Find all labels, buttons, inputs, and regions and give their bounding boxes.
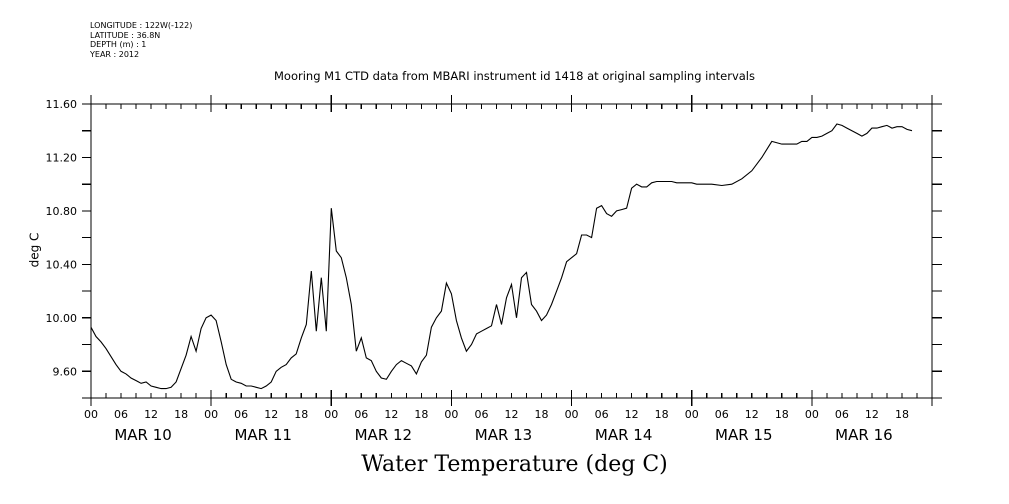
x-hour-label: 00 bbox=[444, 408, 458, 421]
x-hour-label: 06 bbox=[595, 408, 609, 421]
x-hour-label: 12 bbox=[384, 408, 398, 421]
meta-latitude: LATITUDE : 36.8N bbox=[90, 30, 161, 40]
x-hour-label: 18 bbox=[535, 408, 549, 421]
x-hour-label: 00 bbox=[805, 408, 819, 421]
x-hour-label: 12 bbox=[625, 408, 639, 421]
x-hour-label: 18 bbox=[775, 408, 789, 421]
y-tick-label: 11.60 bbox=[46, 98, 78, 111]
x-hour-label: 12 bbox=[264, 408, 278, 421]
x-hour-label: 00 bbox=[204, 408, 218, 421]
x-hour-label: 18 bbox=[414, 408, 428, 421]
x-hour-label: 18 bbox=[655, 408, 669, 421]
x-hour-label: 12 bbox=[144, 408, 158, 421]
x-hour-label: 06 bbox=[835, 408, 849, 421]
x-day-label: MAR 12 bbox=[355, 426, 412, 444]
axes-group bbox=[90, 103, 933, 399]
chart-title: Mooring M1 CTD data from MBARI instrumen… bbox=[274, 69, 755, 83]
x-day-label: MAR 13 bbox=[475, 426, 532, 444]
y-tick-label: 10.00 bbox=[46, 312, 78, 325]
x-hour-label: 06 bbox=[234, 408, 248, 421]
x-day-label: MAR 11 bbox=[234, 426, 291, 444]
x-hour-label: 00 bbox=[565, 408, 579, 421]
y-tick-label: 11.20 bbox=[46, 151, 78, 164]
y-axis-label: deg C bbox=[28, 233, 42, 268]
x-hour-label: 12 bbox=[865, 408, 879, 421]
x-hour-label: 06 bbox=[474, 408, 488, 421]
x-hour-label: 12 bbox=[745, 408, 759, 421]
x-hour-label: 00 bbox=[84, 408, 98, 421]
series-group bbox=[90, 123, 913, 390]
x-hour-label: 18 bbox=[895, 408, 909, 421]
meta-year: YEAR : 2012 bbox=[90, 49, 140, 59]
x-hour-label: 06 bbox=[715, 408, 729, 421]
y-tick-label: 10.80 bbox=[46, 205, 78, 218]
y-tick-label: 10.40 bbox=[46, 258, 78, 271]
x-hour-label: 06 bbox=[354, 408, 368, 421]
x-hour-label: 12 bbox=[505, 408, 519, 421]
x-hour-label: 00 bbox=[324, 408, 338, 421]
x-hour-label: 18 bbox=[174, 408, 188, 421]
bottom-title: Water Temperature (deg C) bbox=[361, 452, 668, 477]
y-tick-label: 9.60 bbox=[53, 365, 78, 378]
x-day-label: MAR 16 bbox=[835, 426, 892, 444]
meta-depth: DEPTH (m) : 1 bbox=[90, 40, 147, 49]
x-day-label: MAR 14 bbox=[595, 426, 652, 444]
x-hour-label: 06 bbox=[114, 408, 128, 421]
x-day-label: MAR 10 bbox=[114, 426, 171, 444]
x-hour-label: 00 bbox=[685, 408, 699, 421]
x-day-label: MAR 15 bbox=[715, 426, 772, 444]
metadata-block: LONGITUDE : 122W(-122) LATITUDE : 36.8N … bbox=[90, 21, 192, 59]
tick-labels-group: 9.60 10.00 10.40 10.80 11.20 11.60 00 06 12 18 00 0… bbox=[46, 98, 909, 444]
series-line-water-temperature bbox=[90, 123, 913, 390]
meta-longitude: LONGITUDE : 122W(-122) bbox=[90, 21, 193, 30]
x-hour-label: 18 bbox=[294, 408, 308, 421]
ticks-group bbox=[82, 95, 942, 406]
